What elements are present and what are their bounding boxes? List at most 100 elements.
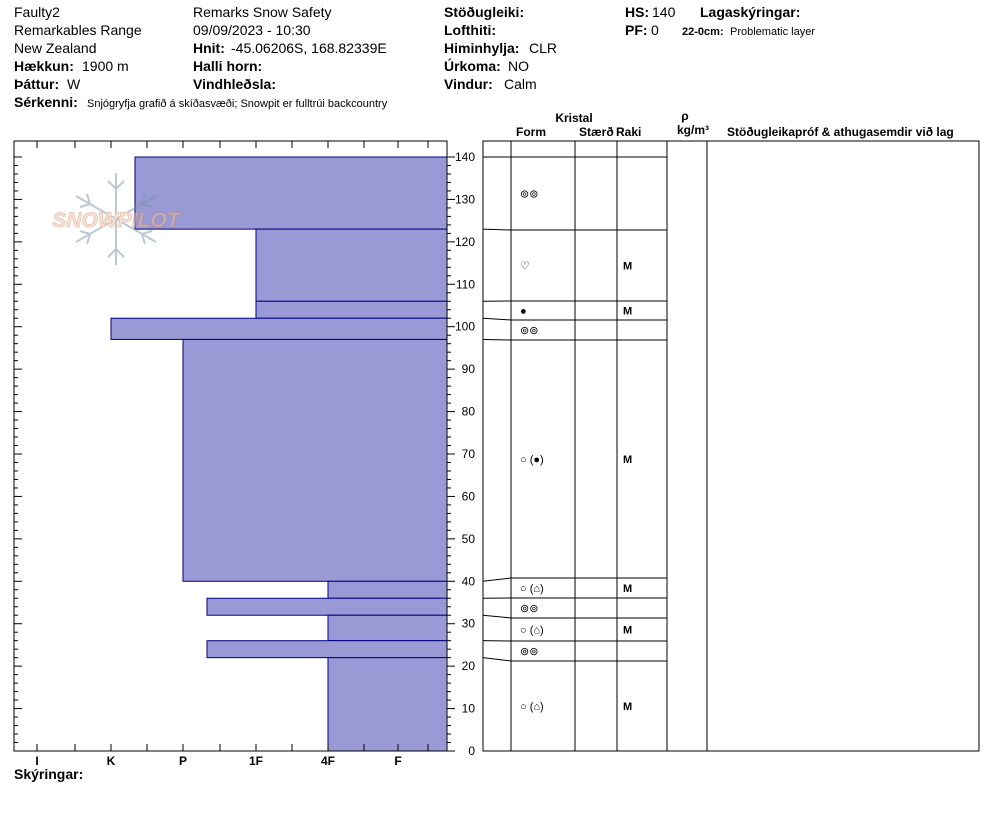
density-symbol: ρ	[681, 109, 688, 123]
hardness-chart: 0 10 20 30 40 50 60 70 80 90 100 110 120 130 140 I K P 1F 4…	[13, 140, 476, 768]
features-value: Snjógryfja grafið á skíðasvæði; Snowpit …	[87, 98, 388, 110]
slope-angle-label: Halli horn:	[193, 58, 262, 74]
layer-connector	[482, 657, 512, 662]
air-temp-label: Lofthiti:	[444, 22, 496, 38]
y-tick-label: 20	[462, 659, 476, 673]
x-tick-label: 1F	[249, 754, 263, 768]
elevation-label: Hækkun:	[14, 58, 74, 74]
y-tick-label: 140	[455, 150, 475, 164]
wind-value: Calm	[504, 76, 537, 92]
layer-table-rows: ⊚⊚ ♡ M ● M ⊚⊚ ○ (●) M ○ (⌂) M ⊚⊚ ○ (⌂) M ⊚⊚ ○ (⌂) M	[482, 156, 667, 713]
header-col4: HS: 140 PF: 0 Lagaskýringar: 22-0cm: Pro…	[625, 4, 815, 38]
hardness-bar	[327, 657, 448, 752]
hardness-bar	[110, 317, 448, 340]
y-tick-label: 90	[462, 362, 476, 376]
y-tick-label: 30	[462, 617, 476, 631]
elevation-value: 1900 m	[82, 58, 129, 74]
observation-datetime: 09/09/2023 - 10:30	[193, 22, 311, 38]
y-tick-label: 40	[462, 574, 476, 588]
layer-form: ⊚⊚	[520, 325, 538, 337]
hardness-bar	[255, 228, 448, 302]
x-tick-label: 4F	[321, 754, 335, 768]
hardness-bar	[134, 156, 448, 230]
y-tick-label: 100	[455, 320, 475, 334]
header-col3: Stöðugleiki: Lofthiti: Himinhylja: CLR Ú…	[444, 4, 557, 92]
features-label: Sérkenni:	[14, 94, 78, 110]
legend-title: Lagaskýringar:	[700, 4, 800, 20]
hardness-bar	[206, 597, 448, 616]
watermark-text: SNOWPILOT	[52, 209, 181, 232]
aspect-label: Þáttur:	[14, 76, 59, 92]
layer-form: ●	[520, 306, 527, 318]
hs-value: 140	[652, 4, 676, 20]
layer-form: ○ (⌂)	[520, 701, 544, 713]
wind-label: Vindur:	[444, 76, 493, 92]
sky-value: CLR	[529, 40, 557, 56]
layer-connector	[482, 577, 512, 582]
hs-label: HS:	[625, 4, 649, 20]
y-tick-label: 60	[462, 489, 476, 503]
header-col1: Faulty2 Remarkables Range New Zealand Hæ…	[14, 4, 388, 110]
y-tick-label: 10	[462, 702, 476, 716]
range-name: Remarkables Range	[14, 22, 142, 38]
layer-form: ○ (⌂)	[520, 583, 544, 595]
x-tick-label: P	[179, 754, 187, 768]
table-frame	[482, 140, 980, 752]
pit-name: Faulty2	[14, 4, 60, 20]
y-tick-label: 70	[462, 447, 476, 461]
layer-connector	[482, 614, 512, 619]
layer-form: ⊚⊚	[520, 646, 538, 658]
x-tick-label: F	[394, 754, 401, 768]
layer-moisture: M	[623, 625, 632, 637]
observer-name: Remarks Snow Safety	[193, 4, 332, 20]
layer-connector	[482, 317, 512, 321]
x-tick-label: K	[107, 754, 116, 768]
coords-value: -45.06206S, 168.82339E	[231, 40, 387, 56]
precip-value: NO	[508, 58, 529, 74]
form-column-header: Form	[516, 125, 546, 139]
layer-moisture: M	[623, 261, 632, 273]
density-unit: kg/m³	[677, 123, 709, 137]
pf-label: PF:	[625, 22, 648, 38]
snowpilot-logo: SNOWPILOT	[52, 173, 182, 265]
sky-label: Himinhylja:	[444, 40, 519, 56]
pf-value: 0	[651, 22, 659, 38]
precip-label: Úrkoma:	[444, 57, 501, 74]
comments-column-header: Stöðugleikapróf & athugasemdir við lag	[727, 125, 954, 139]
y-tick-label: 50	[462, 532, 476, 546]
y-tick-label: 0	[468, 744, 475, 758]
layer-connector	[482, 338, 512, 341]
legend-depth: 22-0cm:	[682, 26, 724, 38]
layer-form: ⊚⊚	[520, 603, 538, 615]
x-tick-label: I	[35, 754, 38, 768]
moisture-column-header: Raki	[616, 125, 641, 139]
header-col2: Remarks Snow Safety 09/09/2023 - 10:30 H…	[193, 4, 387, 92]
y-tick-label: 110	[456, 277, 475, 291]
crystal-title: Kristal	[555, 111, 592, 125]
hardness-bar	[182, 338, 448, 582]
legend-text: Problematic layer	[730, 26, 815, 38]
layer-form: ⊚⊚	[520, 189, 538, 201]
y-tick-label: 120	[455, 235, 475, 249]
notes-label: Skýringar:	[14, 766, 83, 782]
hardness-bar	[327, 614, 448, 642]
layer-table-grid	[482, 140, 980, 752]
hardness-chart-axes: 0 10 20 30 40 50 60 70 80 90 100 110 120 130 140 I K P 1F 4…	[13, 140, 476, 768]
layer-form: ♡	[520, 261, 530, 273]
layer-connector	[482, 228, 512, 231]
wind-loading-label: Vindhleðsla:	[193, 76, 276, 92]
hardness-bar	[327, 580, 448, 599]
column-headers: Kristal Form Stærð Raki ρ kg/m³ Stöðugle…	[516, 109, 954, 139]
layer-table: ⊚⊚ ♡ M ● M ⊚⊚ ○ (●) M ○ (⌂) M ⊚⊚ ○ (⌂) M ⊚⊚ ○ (⌂) M	[482, 140, 980, 752]
layer-moisture: M	[623, 306, 632, 318]
hardness-bar	[206, 640, 448, 659]
layer-moisture: M	[623, 701, 632, 713]
aspect-value: W	[67, 76, 81, 92]
layer-moisture: M	[623, 454, 632, 466]
stability-label: Stöðugleiki:	[444, 4, 524, 20]
hardness-bar	[255, 300, 448, 319]
layer-form: ○ (●)	[520, 454, 544, 466]
layer-moisture: M	[623, 583, 632, 595]
size-column-header: Stærð	[579, 125, 614, 139]
